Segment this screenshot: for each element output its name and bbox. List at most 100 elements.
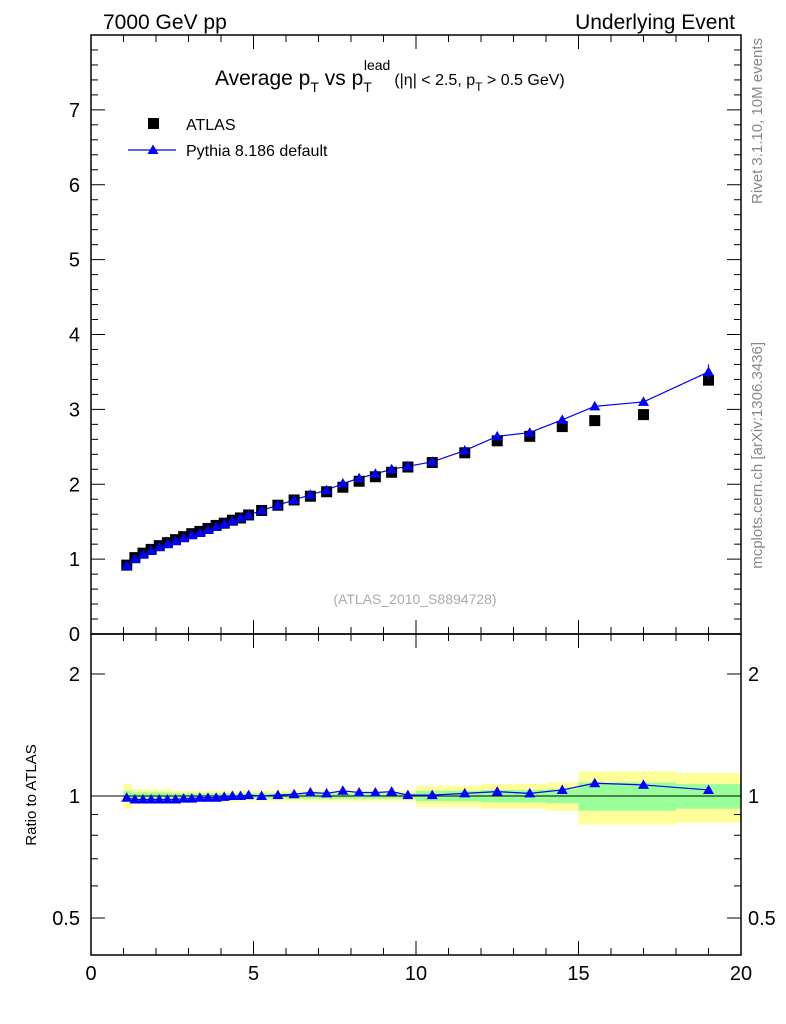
pythia-point [235,512,246,522]
pythia-point [402,460,414,471]
ratio-point [353,787,365,797]
x-tick-label: 5 [248,963,259,985]
pythia-point [137,549,149,559]
pythia-point [121,560,133,570]
main-ytick-label: 4 [69,325,80,347]
ratio-point [256,790,268,800]
pythia-line [126,371,709,567]
ratio-point [402,789,414,800]
pythia-point [386,463,398,474]
pythia-point [369,468,381,478]
ratio-panel: 0.5 0.5 1 1 2 2 0 5 10 15 20 [52,633,776,985]
ratio-point [153,794,165,804]
legend-label-pythia: Pythia 8.186 default [186,143,328,160]
ratio-point [386,786,398,796]
ratio-point [703,784,714,794]
title-sup-b: lead [364,57,390,73]
pythia-point [491,430,503,441]
ratio-point [178,793,190,803]
legend: ATLAS Pythia 8.186 default [128,117,328,160]
ratio-point [235,790,246,800]
pythia-point [218,518,230,528]
pythia-point [170,535,181,546]
ratio-point [426,789,438,800]
ratio-ytick-label-right: 2 [748,664,759,686]
atlas-point [589,415,601,427]
atlas-point [556,421,568,433]
ratio-point [491,786,503,796]
ratio-point [226,790,238,800]
atlas-point [703,374,714,386]
ratio-point [337,785,349,795]
main-yticklabels: 0 1 2 3 4 5 6 7 [69,100,80,646]
pythia-point [321,484,333,495]
main-title: Average pT vs pTlead(|η| < 2.5, pT > 0.5… [215,57,565,95]
ratio-point [218,791,230,801]
title-sub-b: T [363,79,372,95]
ratio-point [243,789,255,800]
atlas-point [491,435,503,447]
ratio-point [194,792,206,802]
title-part-c: (|η| < 2.5, p [394,72,475,89]
ratio-ylabel: Ratio to ATLAS [23,744,40,845]
ratio-point [459,787,471,798]
pythia-point [703,366,714,376]
ratio-point [638,779,649,789]
pythia-point [202,524,214,534]
main-ytick-label: 6 [69,175,80,197]
main-ytick-label: 3 [69,399,80,421]
x-tick-label: 0 [85,963,96,985]
ratio-point [369,787,381,797]
title-part-b: vs p [319,67,363,90]
pythia-point [243,509,255,519]
pythia-point [194,527,206,537]
ratio-point [321,787,333,798]
pythia-point [153,541,165,552]
ratio-point [186,793,198,803]
ratio-point [589,777,601,788]
ratio-ytick-label-right: 0.5 [748,908,776,930]
ratio-point [145,794,157,804]
pythia-point [256,504,268,515]
pythia-point [459,445,471,455]
ratio-line [126,782,709,801]
ratio-ytick-label-right: 1 [748,786,759,808]
ratio-point [129,794,141,804]
x-tick-label: 10 [405,963,427,985]
main-ytick-label: 5 [69,250,80,272]
pythia-point [304,489,316,499]
mcplots-label: mcplots.cern.ch [arXiv:1306.3436] [749,342,766,569]
pythia-point [288,494,300,504]
pythia-point [589,400,601,411]
pythia-point [353,472,365,483]
ratio-ytick-label: 2 [69,664,80,686]
rivet-label: Rivet 3.1.10, 10M events [749,38,766,204]
x-tick-label: 15 [567,963,589,985]
legend-marker-pythia [147,144,159,154]
ratio-point [161,794,173,804]
legend-marker-atlas [148,118,159,129]
ratio-point [137,794,149,804]
title-sub-c: T [475,80,483,94]
title-part-a: Average p [215,67,310,90]
pythia-point [145,545,157,555]
pythia-point [638,396,649,406]
main-series-layer [121,364,714,571]
main-ticks [90,34,742,635]
main-ytick-label: 7 [69,100,80,122]
pythia-point [161,538,173,549]
ratio-point [202,792,214,802]
ratio-point [272,789,284,800]
ratio-point [304,787,316,797]
title-part-d: > 0.5 GeV) [482,72,564,89]
pythia-point [226,515,238,525]
atlas-point [638,409,649,421]
pythia-point [524,427,536,437]
legend-label-atlas: ATLAS [186,117,236,134]
ratio-ticks [90,634,742,955]
pythia-point [129,553,141,564]
analysis-watermark: (ATLAS_2010_S8894728) [333,591,496,607]
ratio-point [288,788,300,799]
main-ytick-label: 1 [69,549,80,571]
